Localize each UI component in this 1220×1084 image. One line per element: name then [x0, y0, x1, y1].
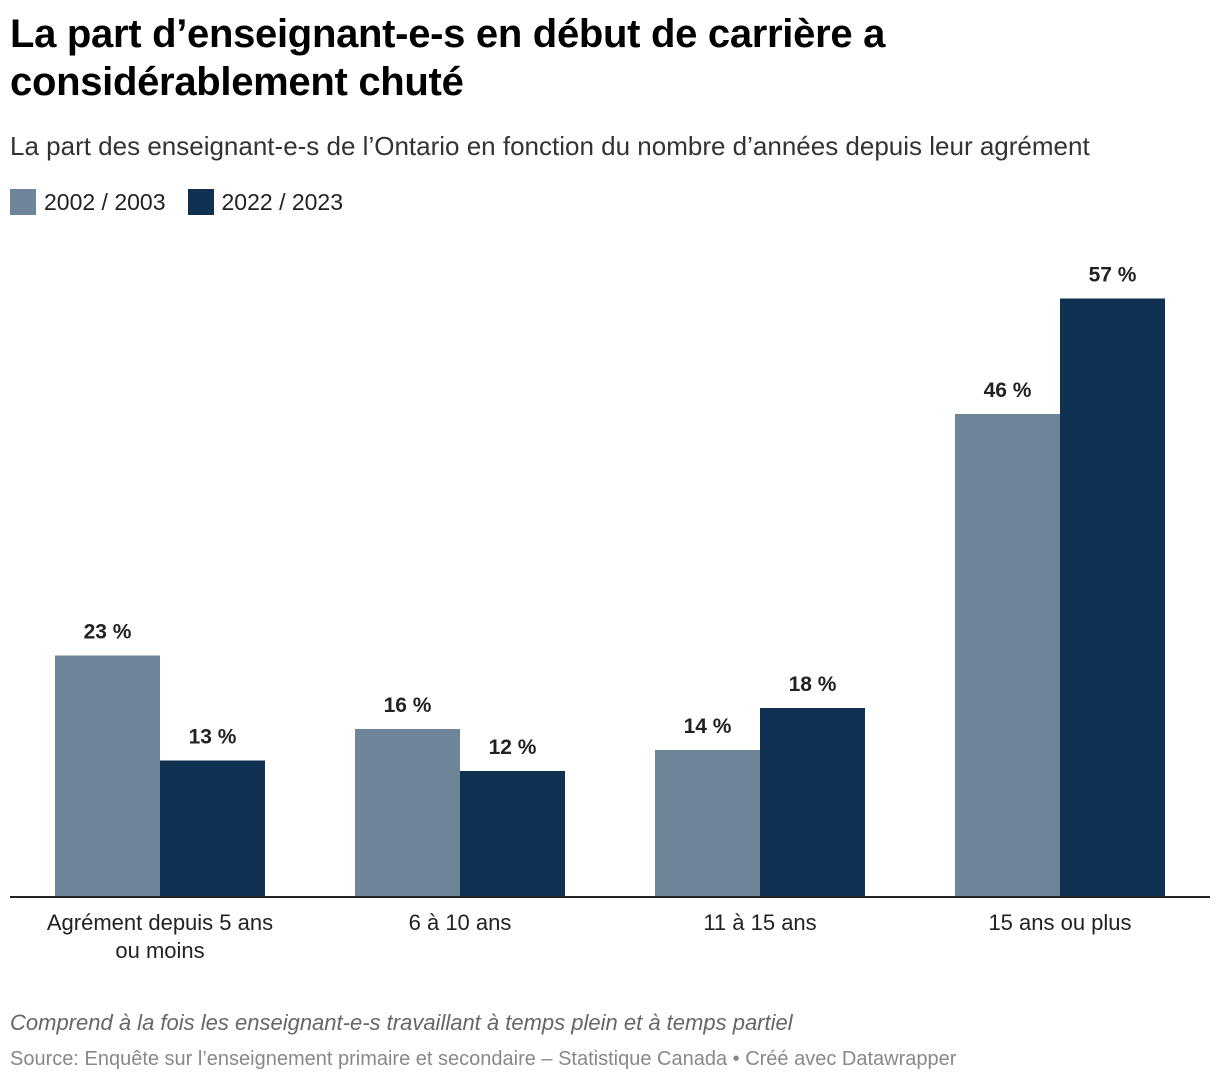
bar-value-label: 12 %	[489, 736, 537, 759]
bar	[355, 729, 460, 897]
bar-value-label: 14 %	[684, 715, 732, 738]
chart-subtitle: La part des enseignant-e-s de l’Ontario …	[10, 131, 1090, 161]
legend-item-2022-2023: 2022 / 2023	[187, 188, 344, 216]
chart-notes: Comprend à la fois les enseignant-e-s tr…	[10, 1010, 793, 1035]
chart-source: Source: Enquête sur l’enseignement prima…	[10, 1048, 957, 1070]
x-tick-label: 15 ans ou plus	[988, 910, 1131, 935]
legend-label-2002-2003: 2002 / 2003	[44, 188, 166, 215]
bar	[460, 771, 565, 897]
bar	[160, 760, 265, 897]
legend-label-2022-2023: 2022 / 2023	[221, 188, 344, 215]
bar-value-label: 57 %	[1089, 264, 1137, 287]
bar-value-label: 18 %	[789, 673, 837, 696]
bar	[55, 655, 160, 897]
x-tick-label: 6 à 10 ans	[409, 910, 512, 935]
bar-value-label: 46 %	[984, 379, 1032, 402]
legend: 2002 / 2003 2022 / 2023	[10, 186, 365, 218]
bar	[955, 414, 1060, 897]
x-tick-label: 11 à 15 ans	[703, 910, 816, 935]
bar-value-label: 23 %	[84, 621, 132, 644]
x-tick-label: ou moins	[115, 938, 204, 963]
bar	[655, 750, 760, 897]
legend-item-2002-2003: 2002 / 2003	[10, 189, 166, 216]
bar	[1060, 298, 1165, 897]
legend-swatch-2022-2023	[187, 189, 214, 215]
bar-value-label: 13 %	[189, 726, 237, 749]
bar	[760, 708, 865, 897]
bar-chart: 23 % 13 % Agrément depuis 5 ans ou moins 16 …	[10, 264, 1210, 963]
x-tick-label: Agrément depuis 5 ans	[47, 910, 273, 935]
chart-title: La part d’enseignant-e-s en début de car…	[10, 12, 886, 104]
legend-swatch-2002-2003	[10, 189, 36, 215]
bar-value-label: 16 %	[384, 694, 432, 717]
